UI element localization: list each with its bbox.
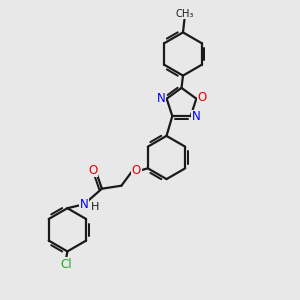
Text: H: H [91,202,99,212]
Text: O: O [197,91,206,104]
Text: N: N [192,110,200,123]
Text: O: O [88,164,97,177]
Text: Cl: Cl [60,257,72,271]
Text: N: N [157,92,166,105]
Text: CH₃: CH₃ [175,9,194,19]
Text: N: N [80,198,88,211]
Text: O: O [132,164,141,177]
